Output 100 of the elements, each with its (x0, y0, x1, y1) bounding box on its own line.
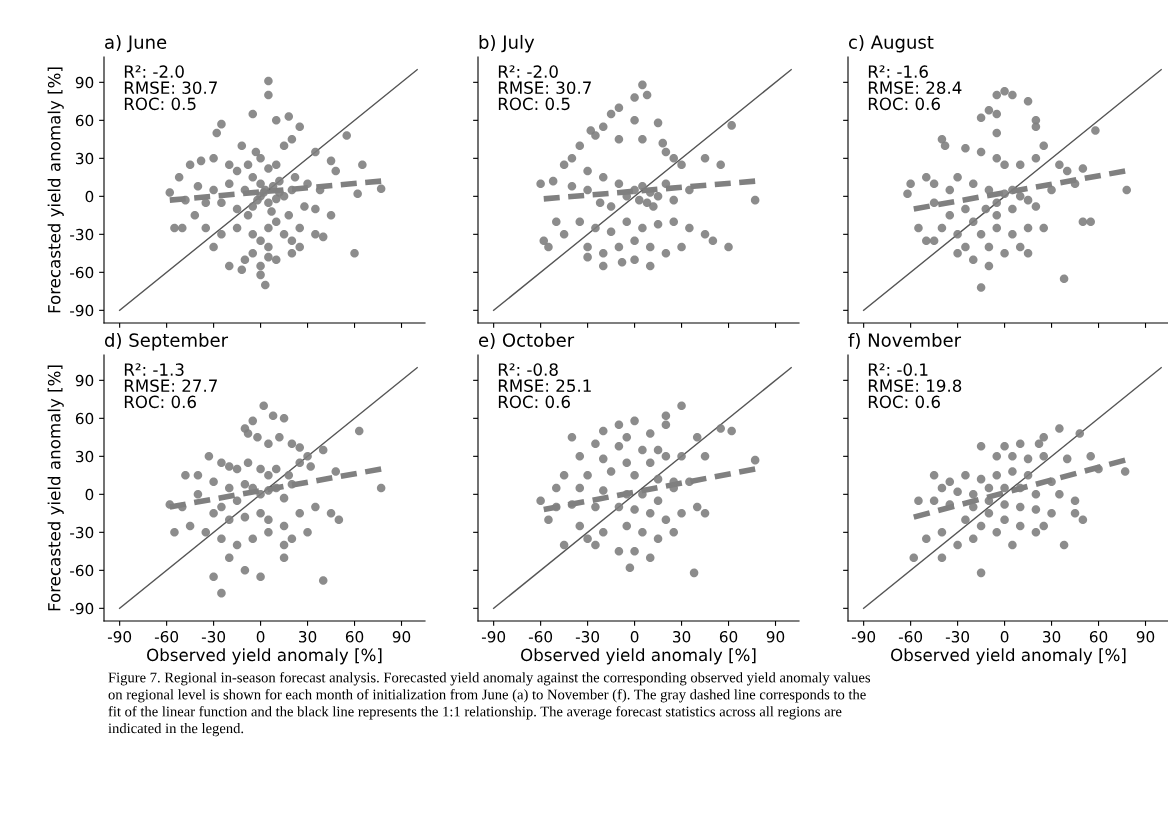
point (1062, 454, 1072, 464)
y-tick-label: -60 (70, 564, 94, 577)
y-tick-label: 60 (75, 114, 94, 127)
annotation: R²: -0.8 RMSE: 25.1 ROC: 0.6 (498, 363, 591, 409)
point (1078, 515, 1088, 524)
x-tick-label: 30 (299, 630, 317, 643)
chart-title: b) July (479, 34, 535, 53)
x-tick-label: 60 (1089, 630, 1108, 643)
point (1047, 477, 1056, 486)
x-tick-label: 60 (719, 630, 738, 643)
x-tick-label: 90 (1136, 630, 1155, 643)
y-tick-label: 30 (76, 450, 94, 463)
x-tick-label: 90 (766, 630, 785, 643)
x-tick-label: -30 (945, 630, 970, 643)
chart-title: d) September (105, 332, 229, 351)
point (914, 496, 923, 505)
y-axis-title: Forecasted yield anomaly [%] (47, 67, 64, 313)
annotation: R²: -1.3 RMSE: 27.7 ROC: 0.6 (124, 363, 217, 409)
point (992, 528, 1002, 537)
x-axis-title: Observed yield anomaly [%] (147, 648, 382, 665)
y-tick-label: -90 (70, 602, 94, 615)
point (937, 483, 947, 493)
annotation: R²: -0.1 RMSE: 19.8 ROC: 0.6 (868, 363, 962, 409)
point (1039, 452, 1049, 461)
point (1000, 500, 1009, 509)
point (1086, 452, 1095, 461)
y-tick-label: 0 (85, 190, 94, 203)
chart-title: e) October (479, 332, 575, 350)
y-tick-label: -30 (70, 228, 94, 241)
x-tick-label: 30 (1043, 630, 1061, 643)
point (1039, 521, 1049, 531)
point (1094, 464, 1103, 474)
x-axis-title: Observed yield anomaly [%] (891, 648, 1126, 665)
point (1055, 424, 1064, 433)
x-tick-label: -90 (481, 630, 506, 643)
x-axis-title: Observed yield anomaly [%] (521, 648, 756, 665)
point (1120, 467, 1130, 476)
point (1008, 467, 1017, 476)
point (984, 483, 994, 493)
point (1059, 540, 1069, 550)
point (1055, 490, 1064, 499)
point (1047, 509, 1056, 518)
point (1015, 502, 1025, 512)
x-tick-label: -90 (107, 630, 132, 643)
point (1034, 439, 1044, 448)
y-tick-label: 0 (85, 488, 94, 501)
point (1015, 439, 1025, 448)
y-tick-label: -90 (70, 304, 94, 317)
y-tick-label: 60 (75, 412, 94, 425)
point (1000, 441, 1009, 451)
point (976, 474, 986, 484)
point (1023, 454, 1033, 464)
point (968, 534, 978, 543)
annotation: R²: -2.0 RMSE: 30.7 ROC: 0.5 (124, 65, 217, 111)
point (992, 452, 1002, 461)
y-tick-label: 90 (75, 374, 94, 387)
point (1000, 515, 1009, 524)
point (968, 502, 978, 512)
x-tick-label: -30 (201, 630, 226, 643)
point (909, 553, 919, 562)
x-tick-label: 30 (673, 630, 691, 643)
x-tick-label: -90 (851, 630, 876, 643)
x-tick-label: -60 (154, 630, 179, 643)
point (1008, 452, 1017, 461)
x-tick-label: 0 (630, 630, 639, 643)
x-tick-label: 60 (345, 630, 364, 643)
point (976, 568, 986, 578)
point (984, 496, 994, 505)
y-tick-label: 30 (76, 152, 94, 165)
point (992, 471, 1002, 480)
caption: Figure 7. Regional in-season forecast analysis. Forecasted yield anomaly against the corresponding observed yield anomaly values on regional level is shown for each month of initialization from June (a) to November (f). The gray dashed line corresponds to the fit of the linear function and the black line represents the 1:1 relationship. The average forecast statistics across all regions are indicated in the legend. (108, 672, 871, 737)
x-tick-label: 90 (392, 630, 411, 643)
point (1023, 471, 1033, 480)
x-tick-label: 0 (1000, 630, 1009, 643)
y-tick-label: -60 (70, 266, 94, 279)
chart-title: a) June (105, 34, 167, 53)
point (945, 477, 955, 486)
point (1031, 490, 1041, 499)
point (953, 540, 962, 550)
chart-title: c) August (849, 34, 934, 53)
annotation: R²: -2.0 RMSE: 30.7 ROC: 0.5 (498, 65, 591, 111)
point (1031, 505, 1041, 514)
point (976, 441, 986, 451)
point (929, 471, 939, 480)
point (937, 553, 947, 562)
point (929, 496, 939, 505)
chart-title: f) November (848, 332, 962, 350)
y-axis-title: Forecasted yield anomaly [%] (47, 365, 64, 611)
x-tick-label: 0 (256, 630, 265, 643)
point (1015, 483, 1025, 493)
point (937, 528, 947, 537)
point (1015, 521, 1025, 531)
y-tick-label: 90 (75, 76, 94, 89)
point (922, 534, 931, 543)
point (976, 521, 986, 531)
point (1070, 509, 1080, 518)
point (984, 509, 994, 518)
point (961, 515, 970, 524)
x-tick-label: -60 (528, 630, 553, 643)
point (1008, 540, 1017, 550)
